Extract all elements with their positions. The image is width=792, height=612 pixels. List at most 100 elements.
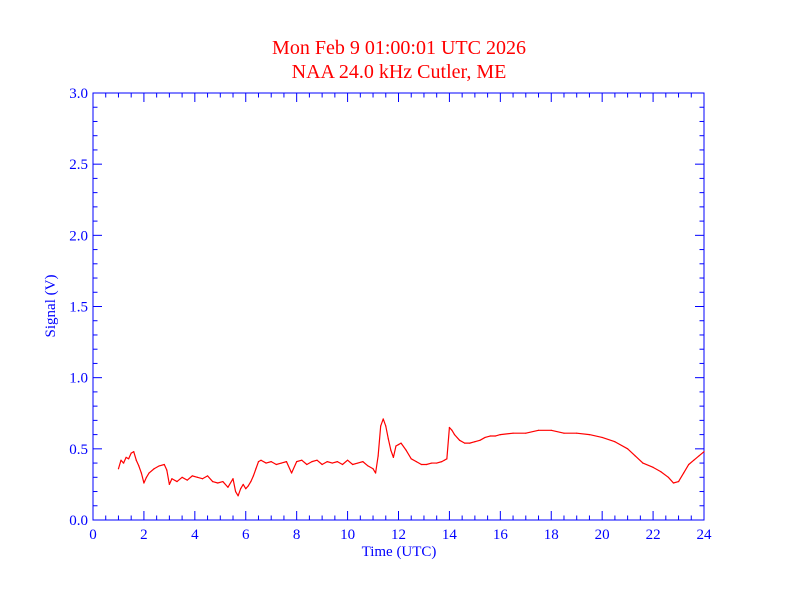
data-point	[601, 436, 603, 439]
data-point	[130, 452, 132, 454]
data-point	[494, 435, 496, 437]
data-point	[148, 472, 150, 474]
data-point	[352, 463, 354, 466]
y-tick-label: 2.5	[69, 157, 88, 173]
data-point	[255, 468, 257, 470]
data-point	[550, 429, 552, 431]
data-point	[499, 434, 501, 436]
data-point	[415, 461, 417, 463]
x-tick-label: 0	[89, 527, 97, 543]
data-point	[667, 476, 669, 478]
data-point	[387, 438, 389, 440]
data-point	[306, 463, 308, 466]
y-axis: 0.0 0.5 1.0 1.5 2.0 2.5 3.0	[69, 86, 704, 529]
data-point	[128, 458, 130, 460]
data-point	[588, 434, 591, 436]
data-point	[436, 462, 438, 464]
data-point	[290, 472, 293, 474]
data-point	[117, 468, 120, 470]
data-point	[265, 462, 267, 464]
data-point	[311, 461, 313, 463]
data-point	[181, 476, 183, 478]
data-point	[296, 461, 298, 463]
data-point	[176, 480, 178, 483]
data-point	[390, 449, 392, 451]
data-point	[163, 463, 165, 466]
data-point	[120, 459, 122, 461]
data-point	[425, 463, 428, 466]
data-point	[474, 441, 476, 443]
data-point	[703, 451, 705, 453]
data-point	[122, 462, 125, 464]
data-point	[285, 461, 288, 463]
data-point	[672, 482, 675, 484]
data-point	[627, 448, 629, 450]
x-tick-label: 2	[140, 527, 148, 543]
data-point	[201, 478, 204, 480]
x-tick-label: 22	[646, 527, 661, 543]
data-point	[410, 458, 412, 460]
data-point	[459, 439, 461, 441]
data-point	[143, 482, 145, 484]
data-point	[397, 443, 400, 446]
data-point	[247, 485, 249, 487]
data-point	[453, 434, 456, 436]
data-point	[537, 429, 540, 431]
data-point	[240, 488, 242, 490]
data-point	[227, 486, 229, 488]
data-point	[382, 418, 384, 420]
data-point	[316, 459, 318, 461]
data-point	[186, 479, 188, 481]
series-layer	[117, 418, 705, 497]
data-point	[683, 472, 685, 474]
data-point	[698, 455, 700, 457]
data-point	[257, 461, 260, 463]
data-point	[326, 461, 328, 463]
y-axis-label: Signal (V)	[43, 275, 59, 338]
data-point	[451, 429, 453, 431]
data-point	[525, 432, 527, 434]
data-point	[392, 456, 395, 458]
data-point	[484, 436, 486, 439]
data-point	[469, 442, 471, 444]
data-point	[242, 483, 244, 486]
y-tick-label: 0.0	[69, 513, 88, 529]
data-point	[405, 449, 407, 451]
y-tick-label: 2.0	[69, 228, 88, 244]
data-point	[135, 459, 137, 461]
data-point	[614, 441, 616, 443]
data-point	[441, 461, 443, 463]
data-point	[357, 462, 359, 464]
data-point	[395, 445, 397, 447]
data-point	[341, 463, 344, 466]
data-point	[252, 475, 254, 477]
data-point	[448, 426, 451, 429]
x-tick-label: 8	[293, 527, 301, 543]
data-point	[385, 425, 387, 427]
data-point	[362, 461, 364, 463]
y-tick-label: 1.0	[69, 371, 88, 387]
data-point	[212, 480, 214, 483]
data-point	[693, 459, 695, 461]
x-tick-label: 10	[340, 527, 355, 543]
data-point	[166, 469, 168, 471]
data-point	[301, 459, 303, 461]
data-point	[140, 472, 142, 474]
data-point	[446, 458, 448, 460]
data-point	[464, 442, 466, 444]
data-point	[125, 456, 127, 458]
data-point	[280, 462, 282, 464]
data-point	[237, 495, 239, 497]
data-point	[430, 462, 433, 464]
data-point	[367, 465, 369, 467]
data-point	[196, 476, 198, 478]
x-tick-label: 14	[442, 527, 458, 543]
x-axis: 0 2 4 6 8 10 12 14 16 18 20 22 24	[89, 93, 712, 543]
data-point	[270, 461, 272, 463]
data-point	[374, 472, 377, 474]
data-point	[206, 475, 209, 477]
x-tick-label: 4	[191, 527, 199, 543]
chart-title: Mon Feb 9 01:00:01 UTC 2026	[272, 37, 526, 59]
x-tick-label: 16	[493, 527, 509, 543]
chart-subtitle: NAA 24.0 kHz Cutler, ME	[292, 61, 507, 83]
